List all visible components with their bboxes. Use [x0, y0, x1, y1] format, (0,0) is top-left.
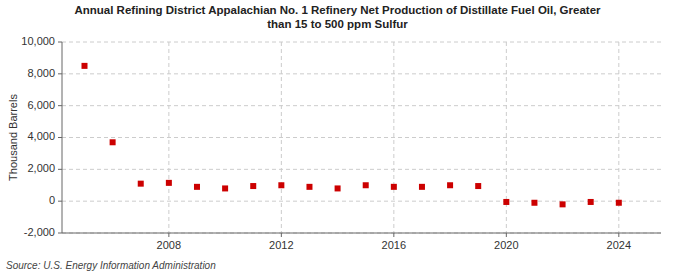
tick-label: 6,000: [27, 99, 55, 111]
grid-line: [62, 137, 661, 138]
x-axis-line: [62, 233, 661, 234]
point: [588, 199, 594, 205]
tick-label: 2008: [157, 239, 181, 251]
point: [503, 199, 509, 205]
tick-mark: [58, 201, 62, 202]
grid-line: [393, 42, 394, 233]
axes: -2,000 0 2,000 4,000 6,000 8,000 10,000 2008 201…: [21, 35, 661, 251]
point: [616, 200, 622, 206]
tick-label: 10,000: [21, 35, 55, 47]
point: [222, 185, 228, 191]
grid-line: [62, 42, 661, 43]
point: [560, 201, 566, 207]
grid-line: [168, 42, 169, 233]
source: Source: U.S. Energy Information Administ…: [6, 260, 216, 271]
grid-line: [62, 233, 661, 234]
points: [81, 63, 621, 207]
y-axis-line: [62, 42, 63, 233]
point: [194, 184, 200, 190]
tick-mark: [58, 233, 62, 234]
tick-mark: [58, 73, 62, 74]
point: [363, 182, 369, 188]
tick-mark: [506, 233, 507, 237]
tick-label: 2016: [382, 239, 406, 251]
grid-line: [62, 105, 661, 106]
point: [306, 184, 312, 190]
tick-mark: [618, 233, 619, 237]
point: [419, 184, 425, 190]
title-line: than 15 to 500 ppm Sulfur: [267, 18, 408, 30]
point: [278, 182, 284, 188]
title: Annual Refining District Appalachian No.…: [74, 4, 601, 30]
tick-label: 8,000: [27, 67, 55, 79]
point: [166, 180, 172, 186]
point: [81, 63, 87, 69]
tick-mark: [168, 233, 169, 237]
grid-line: [281, 42, 282, 233]
tick-mark: [58, 42, 62, 43]
tick-mark: [58, 137, 62, 138]
tick-mark: [58, 105, 62, 106]
tick-label: -2,000: [24, 226, 55, 238]
point: [531, 200, 537, 206]
tick-label: 4,000: [27, 130, 55, 142]
title-line: Annual Refining District Appalachian No.…: [74, 4, 601, 16]
y-axis-label: Thousand Barrels: [7, 94, 19, 181]
tick-label: 2024: [607, 239, 631, 251]
tick-mark: [393, 233, 394, 237]
tick-mark: [58, 169, 62, 170]
point: [335, 185, 341, 191]
chart: -2,000 0 2,000 4,000 6,000 8,000 10,000 2008 201…: [0, 0, 675, 275]
point: [391, 184, 397, 190]
tick-label: 2020: [494, 239, 518, 251]
point: [475, 183, 481, 189]
tick-label: 0: [49, 194, 55, 206]
grid-line: [62, 73, 661, 74]
grid: [62, 42, 661, 233]
point: [447, 182, 453, 188]
point: [250, 183, 256, 189]
point: [110, 139, 116, 145]
tick-label: 2,000: [27, 162, 55, 174]
grid-line: [62, 169, 661, 170]
grid-line: [62, 201, 661, 202]
point: [138, 181, 144, 187]
tick-mark: [281, 233, 282, 237]
tick-label: 2012: [269, 239, 293, 251]
